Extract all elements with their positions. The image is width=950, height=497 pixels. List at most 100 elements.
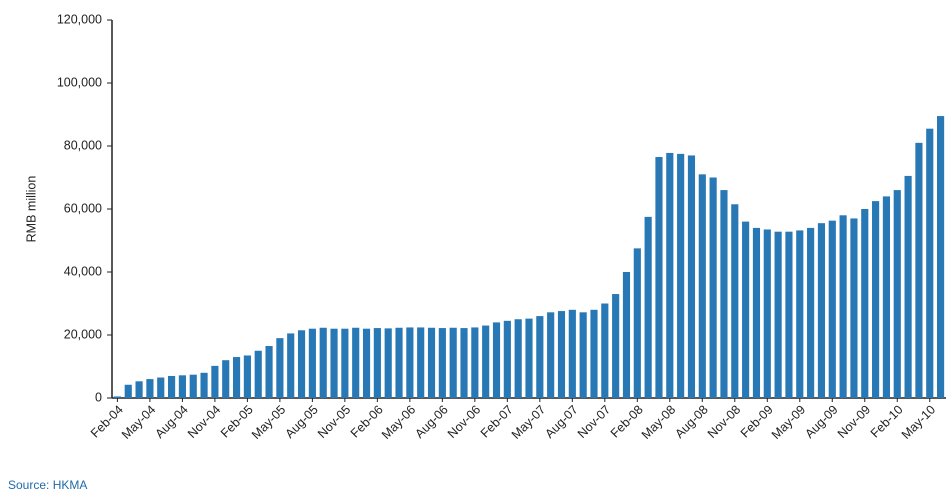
- bar: [677, 153, 685, 398]
- y-tick-label: 20,000: [64, 327, 102, 341]
- bar: [774, 231, 782, 398]
- x-tick-label: May-08: [639, 403, 678, 442]
- x-tick-label: Aug-08: [672, 403, 710, 441]
- bar: [937, 116, 945, 398]
- x-tick-label: May-10: [899, 403, 938, 442]
- bar: [709, 177, 717, 398]
- bar: [666, 152, 674, 398]
- bar: [211, 365, 219, 398]
- bar: [752, 227, 761, 398]
- bar: [882, 196, 891, 398]
- source-note: Source: HKMA: [8, 478, 87, 492]
- x-tick-label: Aug-07: [542, 403, 580, 441]
- bar: [243, 355, 251, 398]
- bar: [232, 357, 241, 398]
- bar: [449, 327, 457, 398]
- bar: [893, 190, 901, 398]
- bar: [308, 328, 316, 398]
- bar: [612, 294, 620, 398]
- bar: [861, 209, 869, 398]
- bar: [124, 384, 132, 398]
- bar: [395, 327, 403, 398]
- x-tick-label: Aug-05: [282, 403, 320, 441]
- bar: [817, 223, 826, 398]
- x-tick-label: Feb-05: [218, 403, 256, 441]
- x-tick-label: May-04: [119, 403, 158, 442]
- x-tick-label: Aug-04: [152, 403, 190, 441]
- bar: [872, 201, 880, 398]
- bar: [427, 327, 436, 398]
- x-tick-label: Nov-09: [835, 403, 873, 441]
- bar: [417, 327, 425, 398]
- bar: [850, 218, 858, 398]
- bar: [373, 328, 381, 398]
- bar: [362, 328, 371, 398]
- bar: [503, 320, 511, 398]
- bar: [341, 328, 349, 398]
- x-tick-label: Nov-06: [445, 403, 483, 441]
- bar: [460, 328, 468, 398]
- bar: [731, 204, 739, 398]
- bar: [926, 128, 934, 399]
- bar: [471, 327, 479, 398]
- bar: [330, 328, 338, 398]
- bar: [742, 221, 750, 398]
- bar: [687, 155, 696, 398]
- bar: [276, 338, 284, 398]
- x-tick-label: Aug-09: [802, 403, 840, 441]
- bar: [384, 328, 392, 398]
- bar: [167, 375, 176, 398]
- bar: [807, 227, 815, 398]
- bar: [568, 309, 576, 398]
- bar: [438, 328, 446, 398]
- x-tick-label: Feb-09: [738, 403, 776, 441]
- bar: [763, 229, 771, 398]
- bar: [536, 316, 544, 398]
- bar: [352, 327, 360, 398]
- bar: [633, 248, 641, 398]
- x-tick-label: Nov-04: [185, 403, 223, 441]
- bar: [655, 157, 663, 398]
- bar: [146, 379, 154, 398]
- bar: [514, 319, 522, 398]
- bar: [482, 325, 490, 398]
- x-tick-label: Feb-04: [88, 403, 126, 441]
- bar: [557, 311, 566, 398]
- bar: [297, 330, 306, 398]
- bar: [601, 303, 609, 398]
- bar: [579, 312, 587, 398]
- x-tick-label: Feb-08: [608, 403, 646, 441]
- x-tick-label: Nov-08: [705, 403, 743, 441]
- y-tick-label: 60,000: [64, 201, 102, 215]
- x-tick-label: May-05: [249, 403, 288, 442]
- x-tick-label: Nov-05: [315, 403, 353, 441]
- x-tick-label: May-06: [379, 403, 418, 442]
- bar: [113, 396, 121, 398]
- bar: [406, 327, 414, 398]
- bar: [644, 216, 652, 398]
- bar: [525, 318, 533, 398]
- bar: [839, 215, 847, 398]
- x-tick-label: Feb-10: [868, 403, 906, 441]
- bar: [796, 230, 804, 398]
- bar: [200, 372, 208, 398]
- bar: [254, 350, 262, 398]
- bar: [828, 220, 836, 398]
- bar: [785, 231, 793, 398]
- bar: [157, 377, 165, 398]
- bar: [189, 374, 197, 398]
- bar: [915, 142, 923, 398]
- bar: [492, 322, 501, 398]
- bar: [265, 346, 273, 398]
- y-tick-label: 40,000: [64, 264, 102, 278]
- bar: [590, 309, 598, 398]
- x-tick-label: Aug-06: [412, 403, 450, 441]
- bar: [178, 375, 186, 398]
- bar: [698, 174, 706, 398]
- y-tick-label: 120,000: [57, 12, 102, 26]
- bar: [222, 360, 230, 398]
- bar: [904, 175, 912, 398]
- bar: [720, 190, 728, 398]
- bar: [135, 381, 143, 398]
